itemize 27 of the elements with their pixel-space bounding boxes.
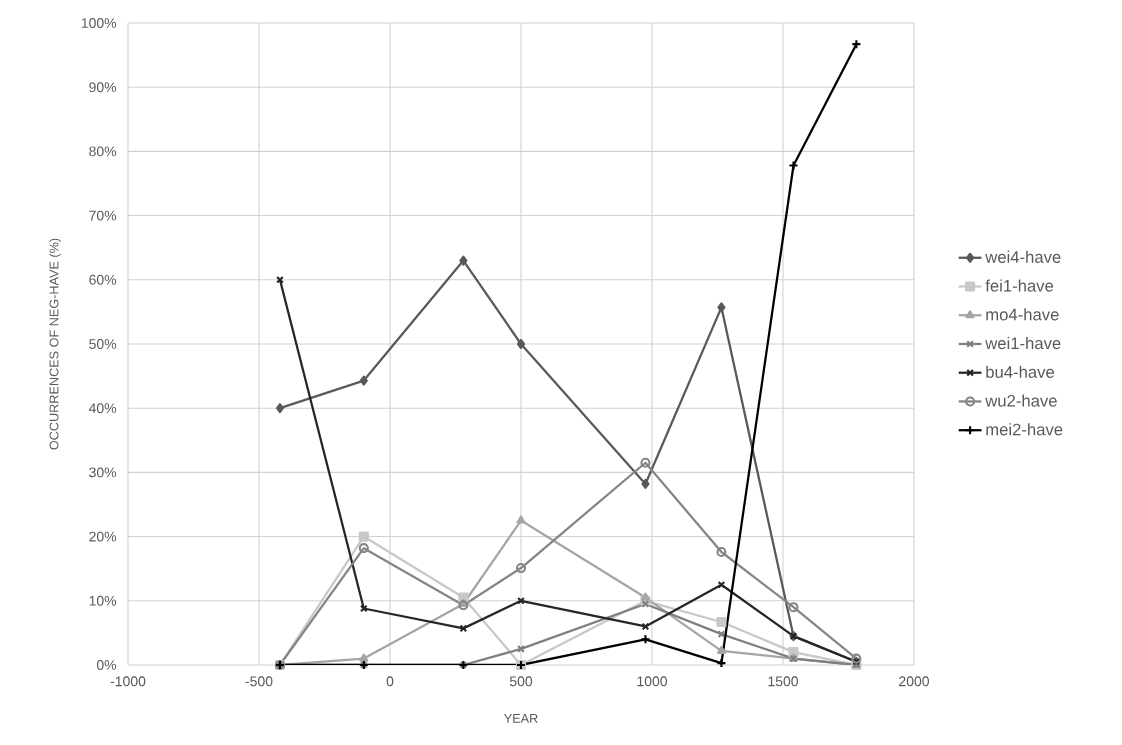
x-tick-label: 0 (386, 676, 394, 687)
legend-label: fei1-have (985, 279, 1054, 292)
y-tick-label: 60% (89, 274, 117, 285)
y-tick-label: 0% (96, 660, 117, 670)
x-tick-label: 1000 (637, 676, 668, 687)
y-tick-label: 100% (81, 18, 117, 28)
legend-label: wei4-have (985, 250, 1061, 263)
x-tick-label: 500 (509, 676, 533, 687)
y-tick-label: 50% (89, 339, 117, 349)
y-tick-label: 90% (89, 82, 117, 93)
y-tick-label: 80% (89, 146, 117, 157)
x-axis-title: YEAR (504, 714, 538, 723)
legend-label: bu4-have (986, 365, 1055, 378)
y-tick-label: 40% (88, 403, 117, 414)
legend-label: mo4-have (986, 308, 1059, 321)
y-axis-title: OCCURRENCES OF NEG-HAVE (%) (49, 238, 61, 450)
legend-label: mei2-have (986, 423, 1063, 436)
y-tick-label: 30% (89, 467, 117, 478)
y-tick-label: 20% (89, 531, 117, 542)
x-tick-label: 1500 (768, 676, 799, 687)
legend-label: wu2-have (985, 394, 1057, 407)
x-tick-label: 2000 (899, 676, 930, 687)
x-tick-label: -1000 (110, 676, 146, 687)
legend-label: wei1-have (985, 336, 1061, 350)
y-tick-label: 70% (89, 210, 117, 221)
y-tick-label: 10% (89, 595, 117, 606)
x-tick-label: -500 (245, 676, 273, 687)
